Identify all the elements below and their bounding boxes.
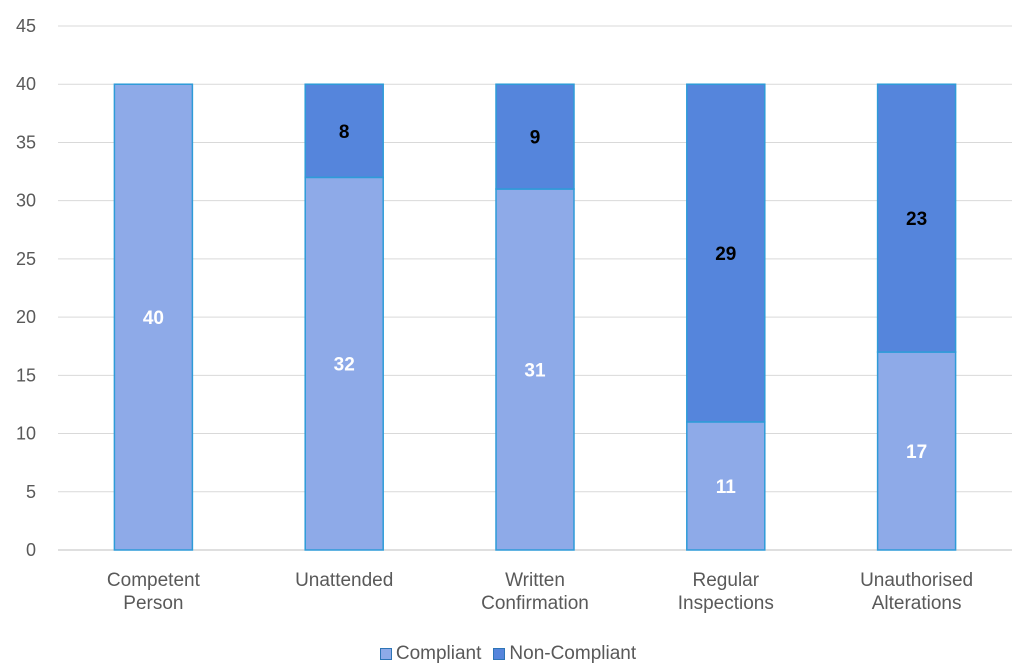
x-tick-label: Unauthorised Alterations: [860, 570, 973, 614]
y-tick-label: 40: [16, 74, 36, 94]
x-tick-label: Regular Inspections: [678, 570, 774, 614]
bar-compliant: [876, 351, 957, 551]
data-label: 11: [716, 477, 737, 498]
y-tick-label: 0: [26, 540, 36, 560]
stacked-bar-chart: 0 5 10 15 20 25 30 35 40 45 40 32 8 31 9 11 29 17 23 Comp…: [16, 16, 1012, 614]
bar-compliant: [304, 176, 384, 551]
bar-compliant: [686, 421, 766, 551]
y-tick-label: 35: [16, 132, 36, 152]
legend-item-non-compliant: Non-Compliant: [493, 643, 636, 665]
x-tick-label: Unattended: [295, 570, 393, 591]
bars: 40 32 8 31 9 11 29 17 23: [113, 83, 957, 551]
bar-non-compliant: [686, 83, 766, 423]
x-tick-label: Competent Person: [107, 570, 201, 614]
data-label: 40: [143, 308, 164, 329]
bar-non-compliant: [876, 83, 957, 353]
y-tick-label: 10: [16, 424, 36, 444]
y-tick-label: 45: [16, 16, 36, 36]
y-tick-label: 5: [26, 482, 36, 502]
bar-compliant: [113, 83, 194, 551]
legend-label: Non-Compliant: [509, 643, 637, 664]
legend-label: Compliant: [395, 643, 482, 664]
bar-non-compliant: [495, 83, 575, 190]
y-tick-label: 30: [16, 191, 36, 211]
bar-non-compliant: [304, 83, 384, 179]
legend-swatch: [493, 648, 506, 660]
data-label: 9: [530, 128, 541, 149]
data-label: 29: [715, 244, 736, 265]
legend-item-compliant: Compliant: [379, 643, 482, 665]
x-tick-label: Written Confirmation: [481, 570, 589, 614]
data-label: 17: [906, 442, 927, 463]
y-tick-label: 20: [16, 307, 36, 327]
y-tick-label: 25: [16, 249, 36, 269]
data-label: 23: [906, 209, 927, 230]
data-label: 8: [339, 122, 350, 143]
x-axis-labels: Competent Person Unattended Written Confirma…: [107, 570, 973, 614]
y-axis-ticks: 0 5 10 15 20 25 30 35 40 45: [16, 16, 36, 560]
data-label: 32: [334, 355, 355, 376]
legend: Compliant Non-Compliant: [0, 643, 1016, 666]
data-label: 31: [524, 361, 546, 382]
legend-swatch: [379, 648, 392, 660]
y-tick-label: 15: [16, 365, 36, 385]
